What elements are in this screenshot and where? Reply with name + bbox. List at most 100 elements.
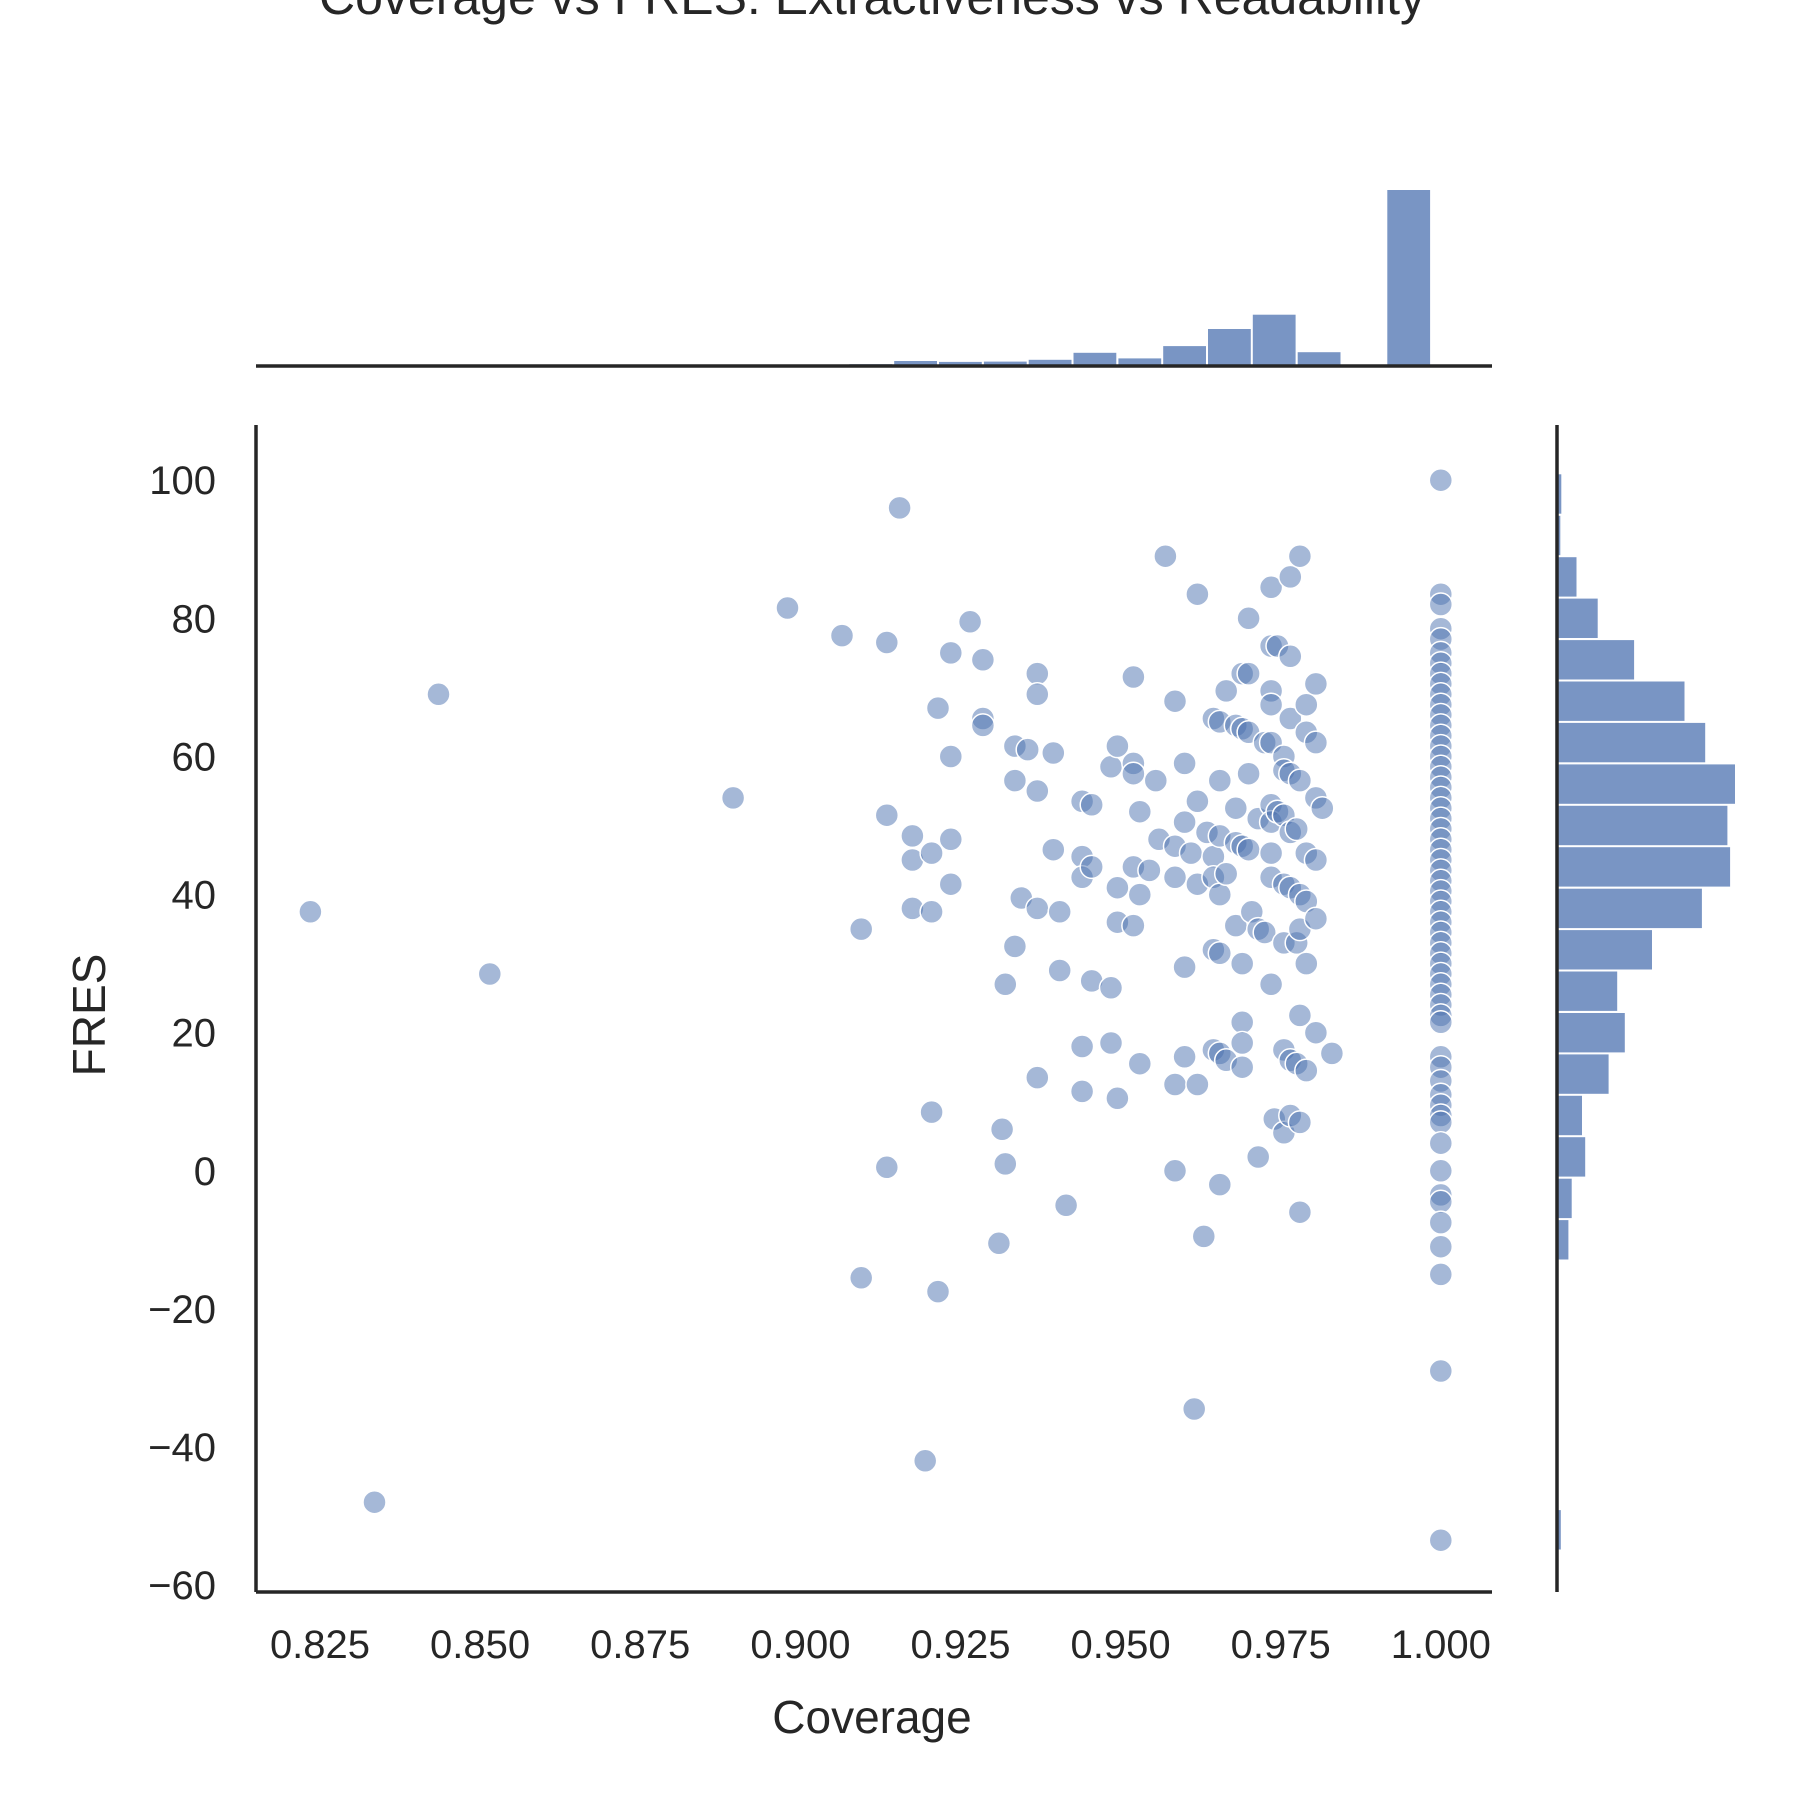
scatter-point [1287,1003,1313,1028]
scatter-point [426,682,451,707]
y-tick-label: 60 [172,736,217,780]
scatter-point [1172,751,1197,776]
scatter-point [1207,768,1233,793]
scatter-point [925,1279,951,1304]
x-hist-bar [1118,358,1162,366]
scatter-point [1428,1130,1454,1156]
scatter-point [993,1151,1018,1177]
scatter-point [1428,1527,1454,1553]
y-hist-bar [1557,1510,1561,1550]
scatter-point [1181,1396,1207,1422]
y-hist-bar [1557,474,1562,514]
y-tick-label: 0 [194,1150,216,1194]
scatter-point [1303,847,1329,873]
scatter-point [1121,761,1146,786]
scatter-point [986,1231,1012,1256]
scatter-point [957,609,983,635]
x-hist-bar [939,361,982,366]
scatter-point [1105,733,1130,759]
x-tick-label: 0.925 [910,1623,1010,1667]
scatter-point [1143,768,1169,793]
scatter-point [1428,1262,1454,1287]
y-hist-bar [1557,681,1685,721]
scatter-point [1127,1051,1153,1076]
y-axis-label: FRES [63,954,115,1077]
scatter-point [1303,906,1329,931]
scatter-point [1428,1158,1454,1184]
scatter-point [775,595,800,621]
scatter-point [989,1117,1015,1142]
chart-title: Coverage vs FRES: Extractiveness vs Read… [319,0,1425,25]
scatter-point [925,695,951,721]
scatter-point [1002,934,1028,959]
scatter-point [1278,644,1303,669]
scatter-point [1162,688,1188,714]
scatter-point [1025,778,1050,804]
scatter-point [993,972,1018,997]
scatter-point [1223,795,1249,821]
scatter-point [1213,861,1239,887]
scatter-point [1229,1030,1255,1056]
scatter-point [1428,1010,1454,1035]
scatter-point [1185,581,1210,607]
scatter-point [1172,809,1197,835]
x-axis-ticks: 0.825 0.850 0.875 0.900 0.925 0.950 0.975 1.000 [270,1623,1491,1667]
scatter-point [1162,1158,1188,1184]
scatter-point [1207,1172,1233,1197]
scatter-point [938,640,964,666]
scatter-point [1258,575,1284,600]
scatter-point [1191,1224,1217,1249]
scatter-point [938,744,964,769]
scatter-point [970,713,996,738]
scatter-point [1236,606,1261,631]
scatter-point [1229,1010,1255,1035]
scatter-point [1258,972,1284,997]
y-axis-ticks: −60 −40 −20 0 20 40 60 80 100 [148,459,216,1608]
scatter-point [1428,1358,1454,1384]
scatter-point [1121,664,1146,690]
scatter-point [1428,1110,1454,1135]
scatter-point [1153,543,1178,569]
scatter-point [1278,564,1303,590]
scatter-point [1319,1041,1345,1066]
scatter-point [1185,1072,1210,1097]
scatter-point [938,871,964,897]
y-hist-bar [1557,764,1735,804]
scatter-point [1284,816,1309,842]
scatter-point [1207,882,1233,907]
scatter-point [720,785,746,811]
y-hist-bar [1557,805,1728,846]
scatter-point [1079,792,1104,818]
scatter-point [874,630,900,655]
scatter-point [1137,858,1162,883]
y-hist-bar [1557,557,1577,597]
y-hist-bar [1557,598,1598,638]
scatter-point [829,623,855,648]
scatter-point [1105,875,1130,900]
scatter-point [1303,671,1329,697]
x-hist-bar [1208,329,1251,366]
x-hist-bar [983,361,1027,366]
y-tick-label: −20 [148,1288,216,1332]
scatter-point [1428,1189,1454,1215]
y-hist-bar [1557,1095,1582,1136]
scatter-point [1303,730,1329,755]
y-hist-bar [1557,1013,1625,1053]
y-tick-label: −40 [148,1426,216,1470]
x-tick-label: 0.975 [1231,1623,1331,1667]
x-tick-label: 0.950 [1071,1623,1171,1667]
x-tick-label: 1.000 [1391,1623,1491,1667]
scatter-point [1053,1193,1079,1218]
marginal-x-histogram [849,190,1431,366]
y-hist-bar [1557,1178,1572,1219]
scatter-point [1172,1044,1197,1070]
scatter-point [848,1265,874,1291]
x-hist-bar [1073,352,1117,366]
scatter-point [1310,795,1335,821]
scatter-point [970,647,996,673]
scatter-point [1172,954,1197,980]
scatter-point [1428,592,1454,617]
x-hist-bar [1297,352,1341,366]
x-tick-label: 0.825 [270,1623,370,1667]
